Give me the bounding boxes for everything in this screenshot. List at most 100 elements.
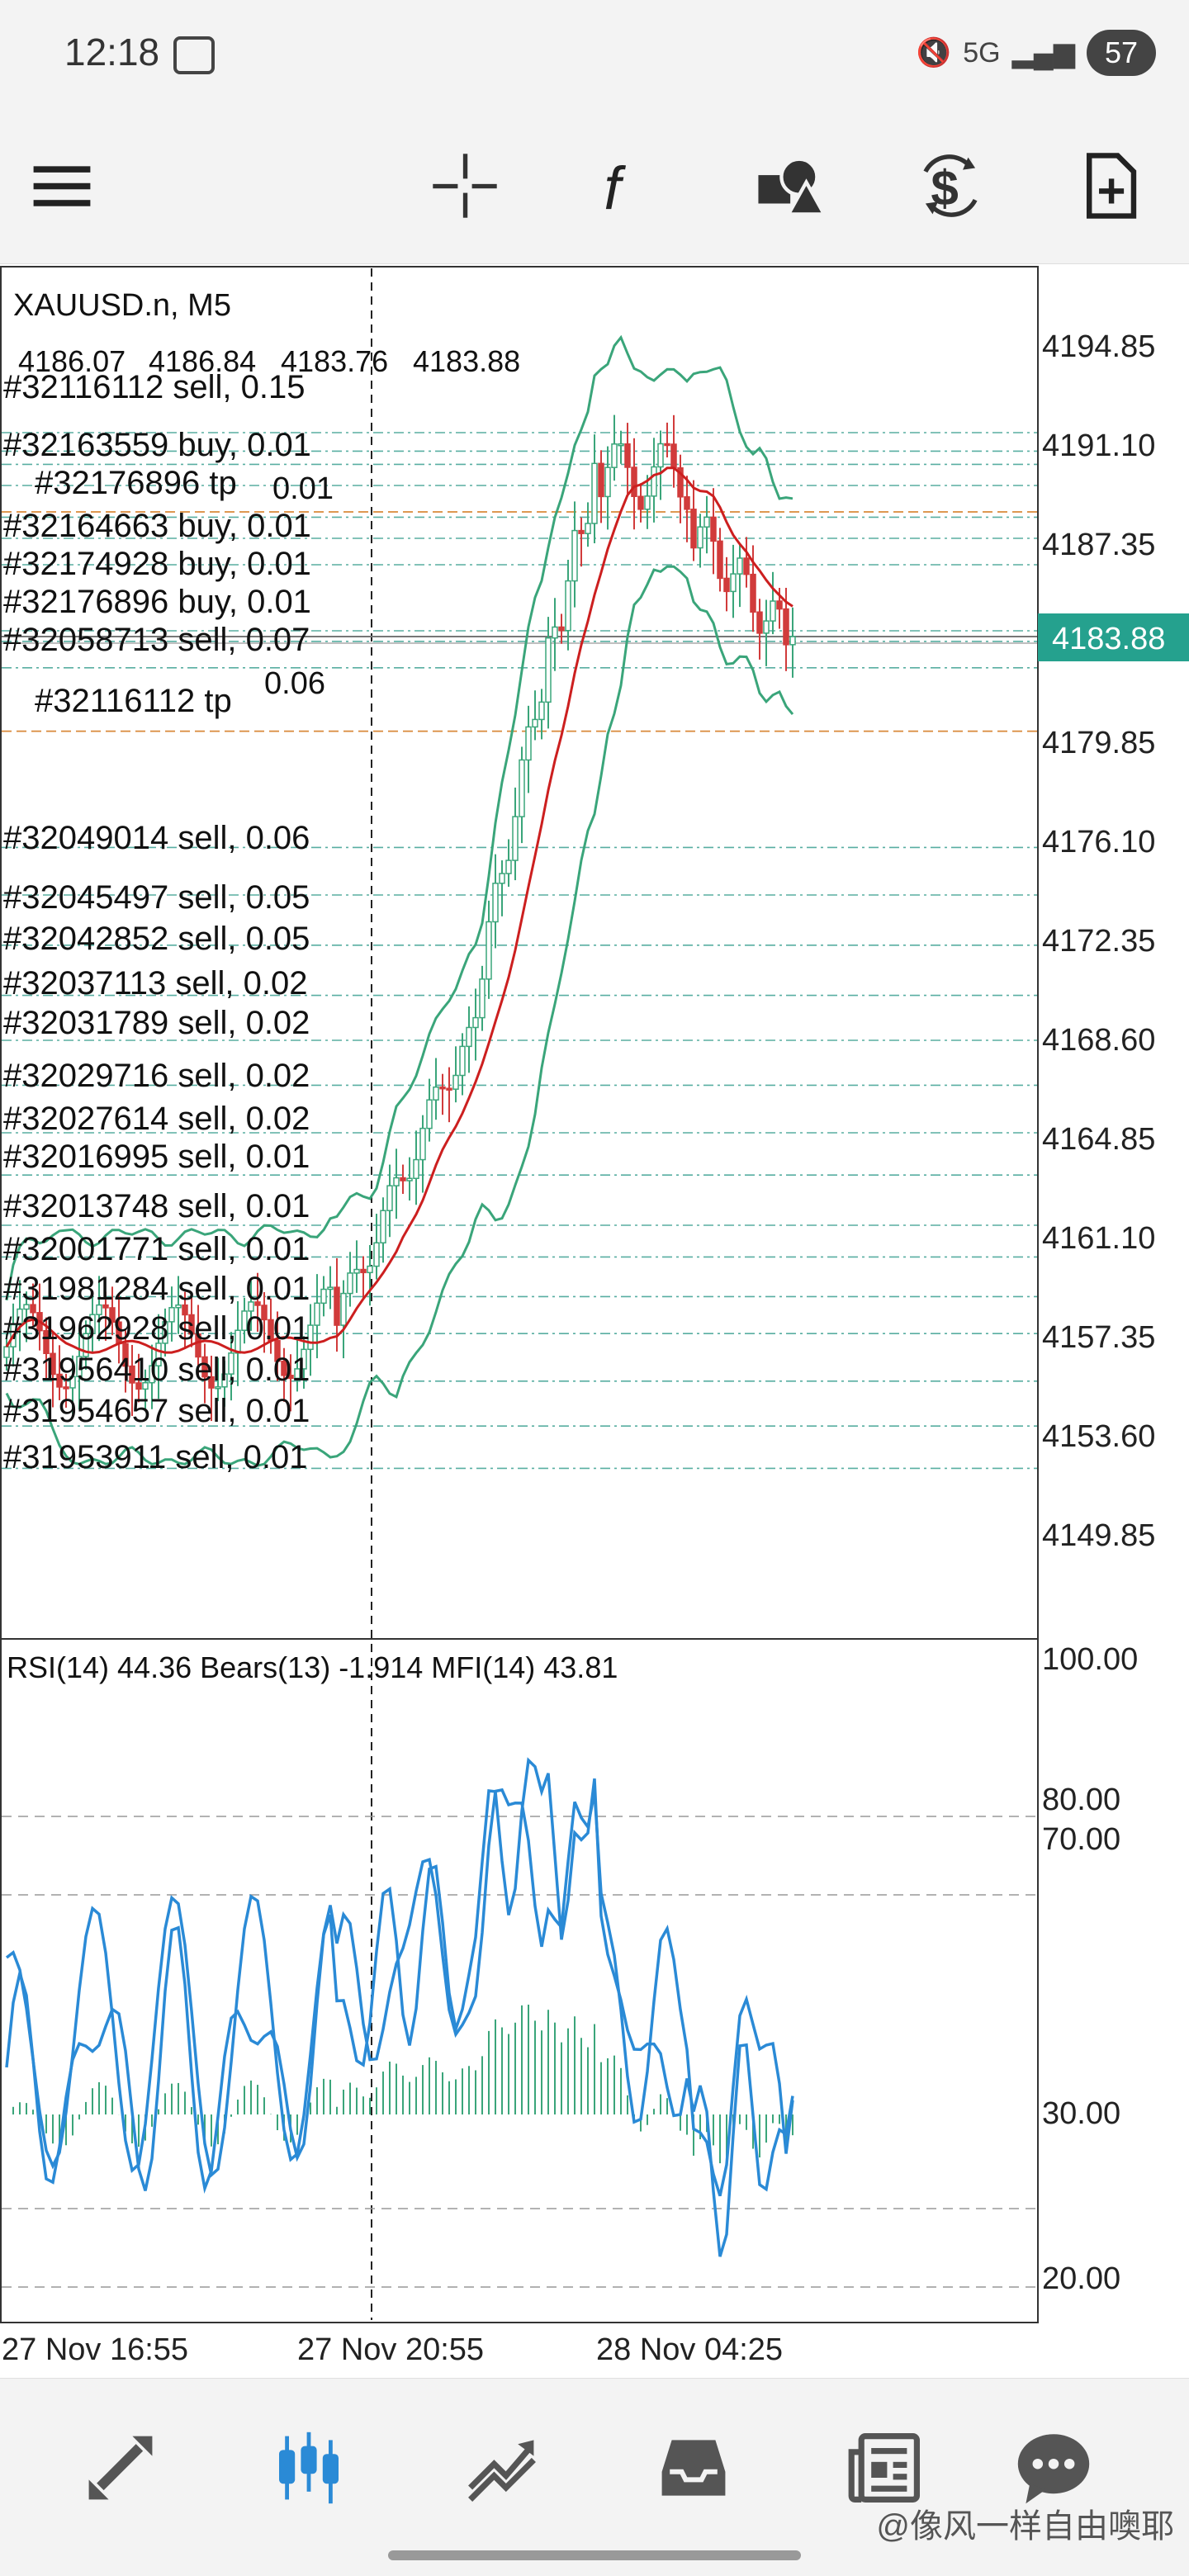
time-axis[interactable]: 27 Nov 16:55 27 Nov 20:55 28 Nov 04:25	[2, 2332, 783, 2367]
order-label: #32042852 sell, 0.05	[3, 921, 310, 957]
candle-body	[241, 1310, 248, 1331]
price-chart[interactable]: XAUUSD.n, M5 4186.07 4186.84 4183.76 418…	[0, 264, 1189, 2378]
indicator-axis-label: 20.00	[1042, 2261, 1120, 2296]
price-axis-label: 4172.35	[1042, 924, 1155, 959]
price-axis-label: 4168.60	[1042, 1023, 1155, 1058]
ohlc-row: 4186.07 4186.84 4183.76 4183.88	[18, 344, 520, 378]
candle-body	[512, 816, 519, 861]
trade-icon[interactable]	[452, 2418, 552, 2517]
candle-body	[459, 1045, 466, 1077]
svg-text:f: f	[604, 155, 626, 221]
candle-body	[571, 529, 578, 582]
crosshair-icon[interactable]	[419, 140, 510, 231]
chart-frame	[0, 266, 1039, 2323]
candle-body	[109, 1307, 116, 1324]
order-label: #31953911 sell, 0.01	[3, 1439, 307, 1475]
bollinger-upper	[5, 334, 793, 1301]
candle-body	[743, 557, 750, 575]
quotes-icon[interactable]	[71, 2418, 170, 2517]
candle-body	[611, 443, 618, 468]
candle-body	[472, 1016, 479, 1029]
chart-icon[interactable]	[259, 2418, 358, 2517]
indicator-axis-label: 30.00	[1042, 2096, 1120, 2131]
candle-body	[215, 1386, 221, 1390]
candle-body	[525, 726, 532, 761]
order-tag: 0.06	[264, 666, 325, 701]
price-axis-label: 4176.10	[1042, 825, 1155, 859]
news-icon[interactable]	[836, 2418, 935, 2517]
candle-body	[737, 557, 743, 575]
time-axis-label: 27 Nov 16:55	[2, 2332, 188, 2367]
candle-body	[684, 496, 690, 510]
candle-body	[23, 1304, 30, 1310]
signal-icon: ▂▄▆	[1011, 37, 1075, 69]
candle-body	[433, 1086, 439, 1101]
candle-body	[565, 580, 571, 632]
candle-body	[750, 573, 756, 613]
candle-body	[538, 701, 545, 721]
candle-body	[644, 495, 651, 510]
history-icon[interactable]	[644, 2418, 743, 2517]
candle-body	[135, 1382, 142, 1390]
order-label: #32031789 sell, 0.02	[3, 1005, 310, 1041]
candle-body	[63, 1386, 69, 1390]
candle-body	[380, 1210, 386, 1244]
new-order-icon[interactable]	[1065, 140, 1156, 231]
candle-body	[30, 1304, 36, 1314]
price-axis-label: 4161.10	[1042, 1221, 1155, 1256]
candle-body	[56, 1373, 63, 1388]
home-indicator[interactable]	[388, 2550, 801, 2560]
price-axis-label: 4187.35	[1042, 528, 1155, 562]
candle-body	[168, 1307, 175, 1323]
candle-body	[452, 1074, 459, 1090]
candle-body	[505, 859, 512, 874]
candle-body	[730, 573, 737, 593]
candle-body	[585, 523, 591, 534]
status-time: 12:18	[64, 31, 160, 73]
candle-body	[360, 1268, 367, 1274]
current-price-tag	[1038, 613, 1189, 661]
candle-body	[466, 1026, 472, 1048]
time-axis-label: 27 Nov 20:55	[297, 2332, 484, 2367]
ohlc-low: 4183.76	[281, 344, 388, 378]
order-labels: #32116112 sell, 0.15#32163559 buy, 0.01#…	[3, 369, 334, 1475]
candle-body	[307, 1324, 314, 1351]
messages-icon[interactable]	[1004, 2418, 1103, 2517]
candle-body	[254, 1301, 261, 1306]
candle-body	[334, 1286, 340, 1326]
menu-icon[interactable]	[17, 140, 107, 231]
candle-body	[89, 1314, 96, 1334]
chart-toolbar: f $	[0, 107, 1189, 264]
order-label: #32016995 sell, 0.01	[3, 1139, 310, 1175]
indicators-icon[interactable]: f	[578, 140, 669, 231]
candle-body	[631, 466, 637, 498]
price-axis[interactable]: 4194.85 4191.10 4187.35 4179.85 4176.10 …	[1042, 329, 1155, 1553]
price-axis-label: 4179.85	[1042, 726, 1155, 760]
candle-body	[294, 1368, 301, 1380]
candle-body	[393, 1177, 400, 1186]
current-price-label: 4183.88	[1052, 622, 1165, 656]
candle-body	[43, 1329, 50, 1355]
candle-body	[327, 1286, 334, 1290]
candle-body	[697, 526, 703, 549]
chart-area[interactable]: XAUUSD.n, M5 4186.07 4186.84 4183.76 418…	[0, 264, 1189, 2378]
candle-body	[637, 495, 644, 510]
candle-body	[281, 1360, 287, 1376]
candle-body	[723, 577, 730, 593]
candle-body	[188, 1314, 195, 1335]
candle-body	[519, 759, 525, 817]
candle-body	[770, 600, 776, 622]
order-label: #32174928 buy, 0.01	[3, 546, 311, 582]
objects-icon[interactable]	[743, 140, 834, 231]
candle-body	[677, 466, 684, 498]
price-axis-label: 4153.60	[1042, 1419, 1155, 1454]
timeframe-icon[interactable]: $	[905, 140, 996, 231]
candle-body	[182, 1304, 188, 1316]
candle-body	[102, 1304, 109, 1309]
candle-body	[195, 1333, 201, 1358]
order-label: #32176896 tp	[35, 465, 237, 501]
order-label: #32049014 sell, 0.06	[3, 820, 310, 856]
order-label: #32037113 sell, 0.02	[3, 965, 307, 1002]
network-label: 5G	[963, 36, 1001, 69]
candle-body	[155, 1342, 162, 1366]
